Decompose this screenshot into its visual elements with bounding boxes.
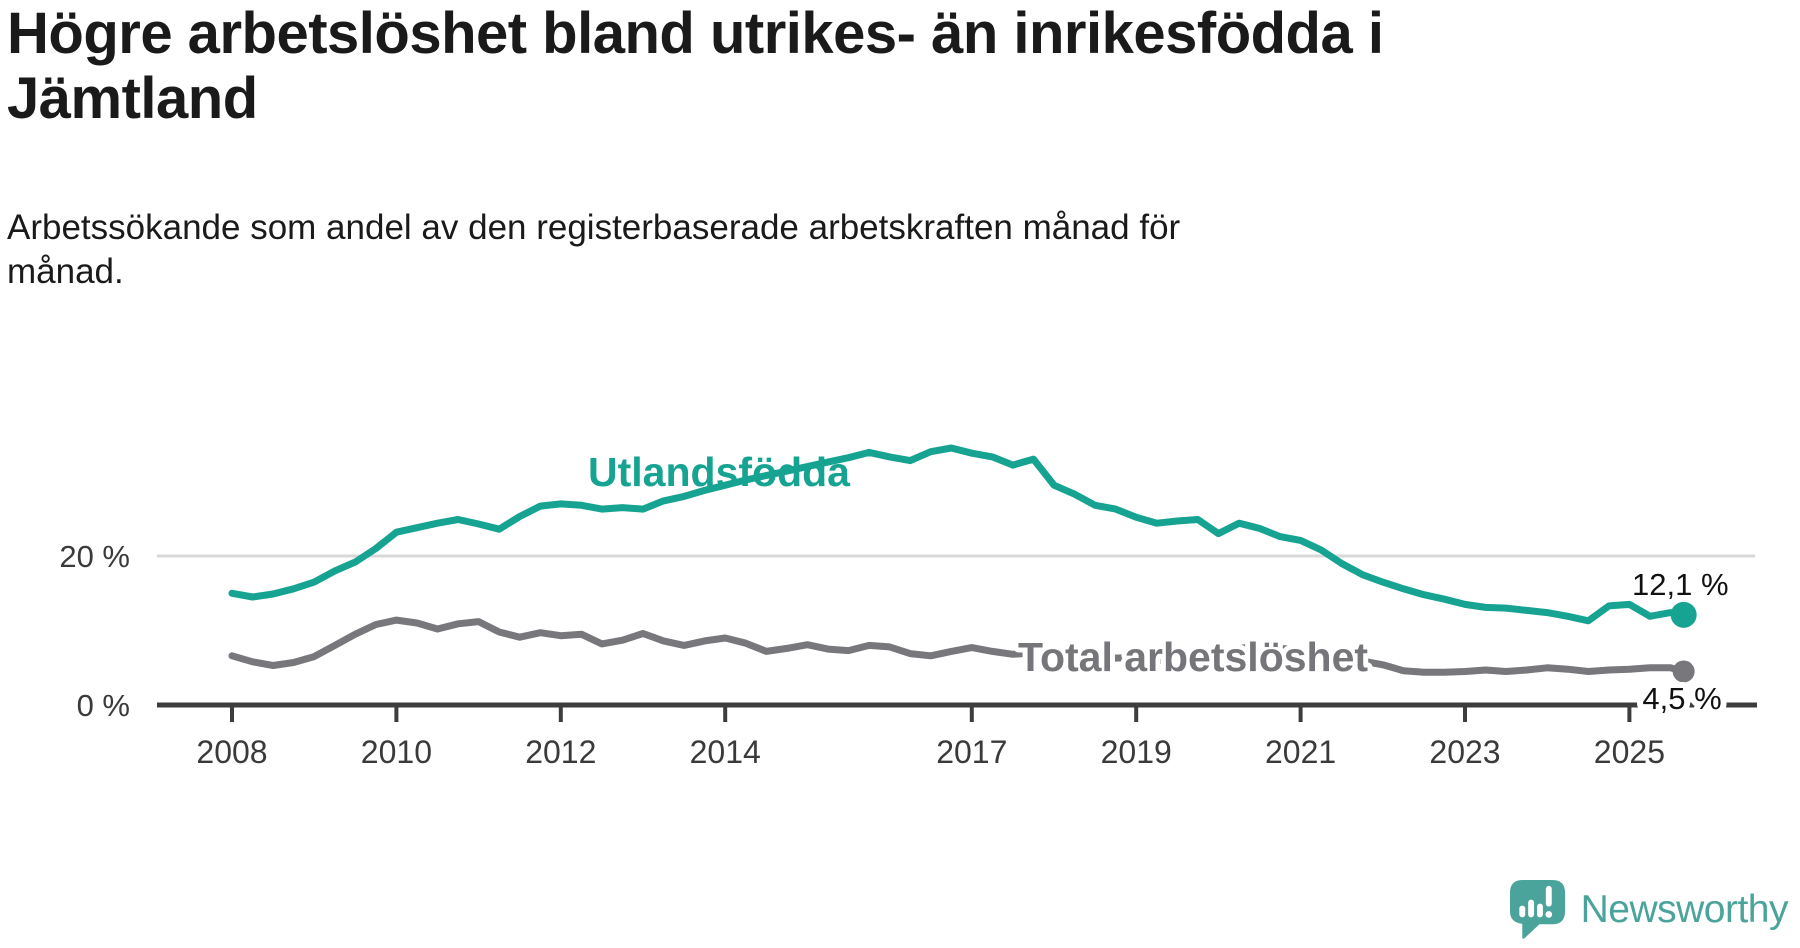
end-dot-utlandsfodda bbox=[1670, 601, 1697, 628]
newsworthy-logo: Newsworthy bbox=[1509, 879, 1789, 940]
x-axis-tick-label-2008: 2008 bbox=[196, 734, 267, 770]
end-dot-total bbox=[1672, 660, 1695, 683]
chart-title: Högre arbetslöshet bland utrikes- än inr… bbox=[7, 1, 1384, 131]
series-label-total: Total arbetslöshet bbox=[1018, 634, 1368, 680]
y-axis-label-0: 0 % bbox=[77, 688, 130, 723]
x-axis-tick-label-2023: 2023 bbox=[1429, 734, 1500, 770]
x-axis-tick-label-2014: 2014 bbox=[690, 734, 761, 770]
series-line-utlandsfodda bbox=[228, 444, 1688, 625]
x-axis-tick-label-2021: 2021 bbox=[1265, 734, 1336, 770]
newsworthy-bubble-chart-icon bbox=[1509, 880, 1565, 939]
end-value-label-utlandsfodda: 12,1 % bbox=[1632, 567, 1729, 602]
x-axis-tick-label-2025: 2025 bbox=[1594, 734, 1665, 770]
x-axis-tick-label-2010: 2010 bbox=[361, 734, 432, 770]
chart-subtitle: Arbetssökande som andel av den registerb… bbox=[7, 208, 1181, 292]
x-axis-tick-label-2017: 2017 bbox=[936, 734, 1007, 770]
end-value-label-total: 4,5 % bbox=[1642, 681, 1721, 716]
x-axis-tick-label-2012: 2012 bbox=[525, 734, 596, 770]
series-line-total bbox=[228, 616, 1688, 676]
y-axis-label-20: 20 % bbox=[59, 539, 130, 574]
x-axis-tick-label-2019: 2019 bbox=[1101, 734, 1172, 770]
newsworthy-logo-text: Newsworthy bbox=[1580, 887, 1789, 931]
series-label-utlandsfodda: Utlandsfödda bbox=[588, 449, 851, 495]
